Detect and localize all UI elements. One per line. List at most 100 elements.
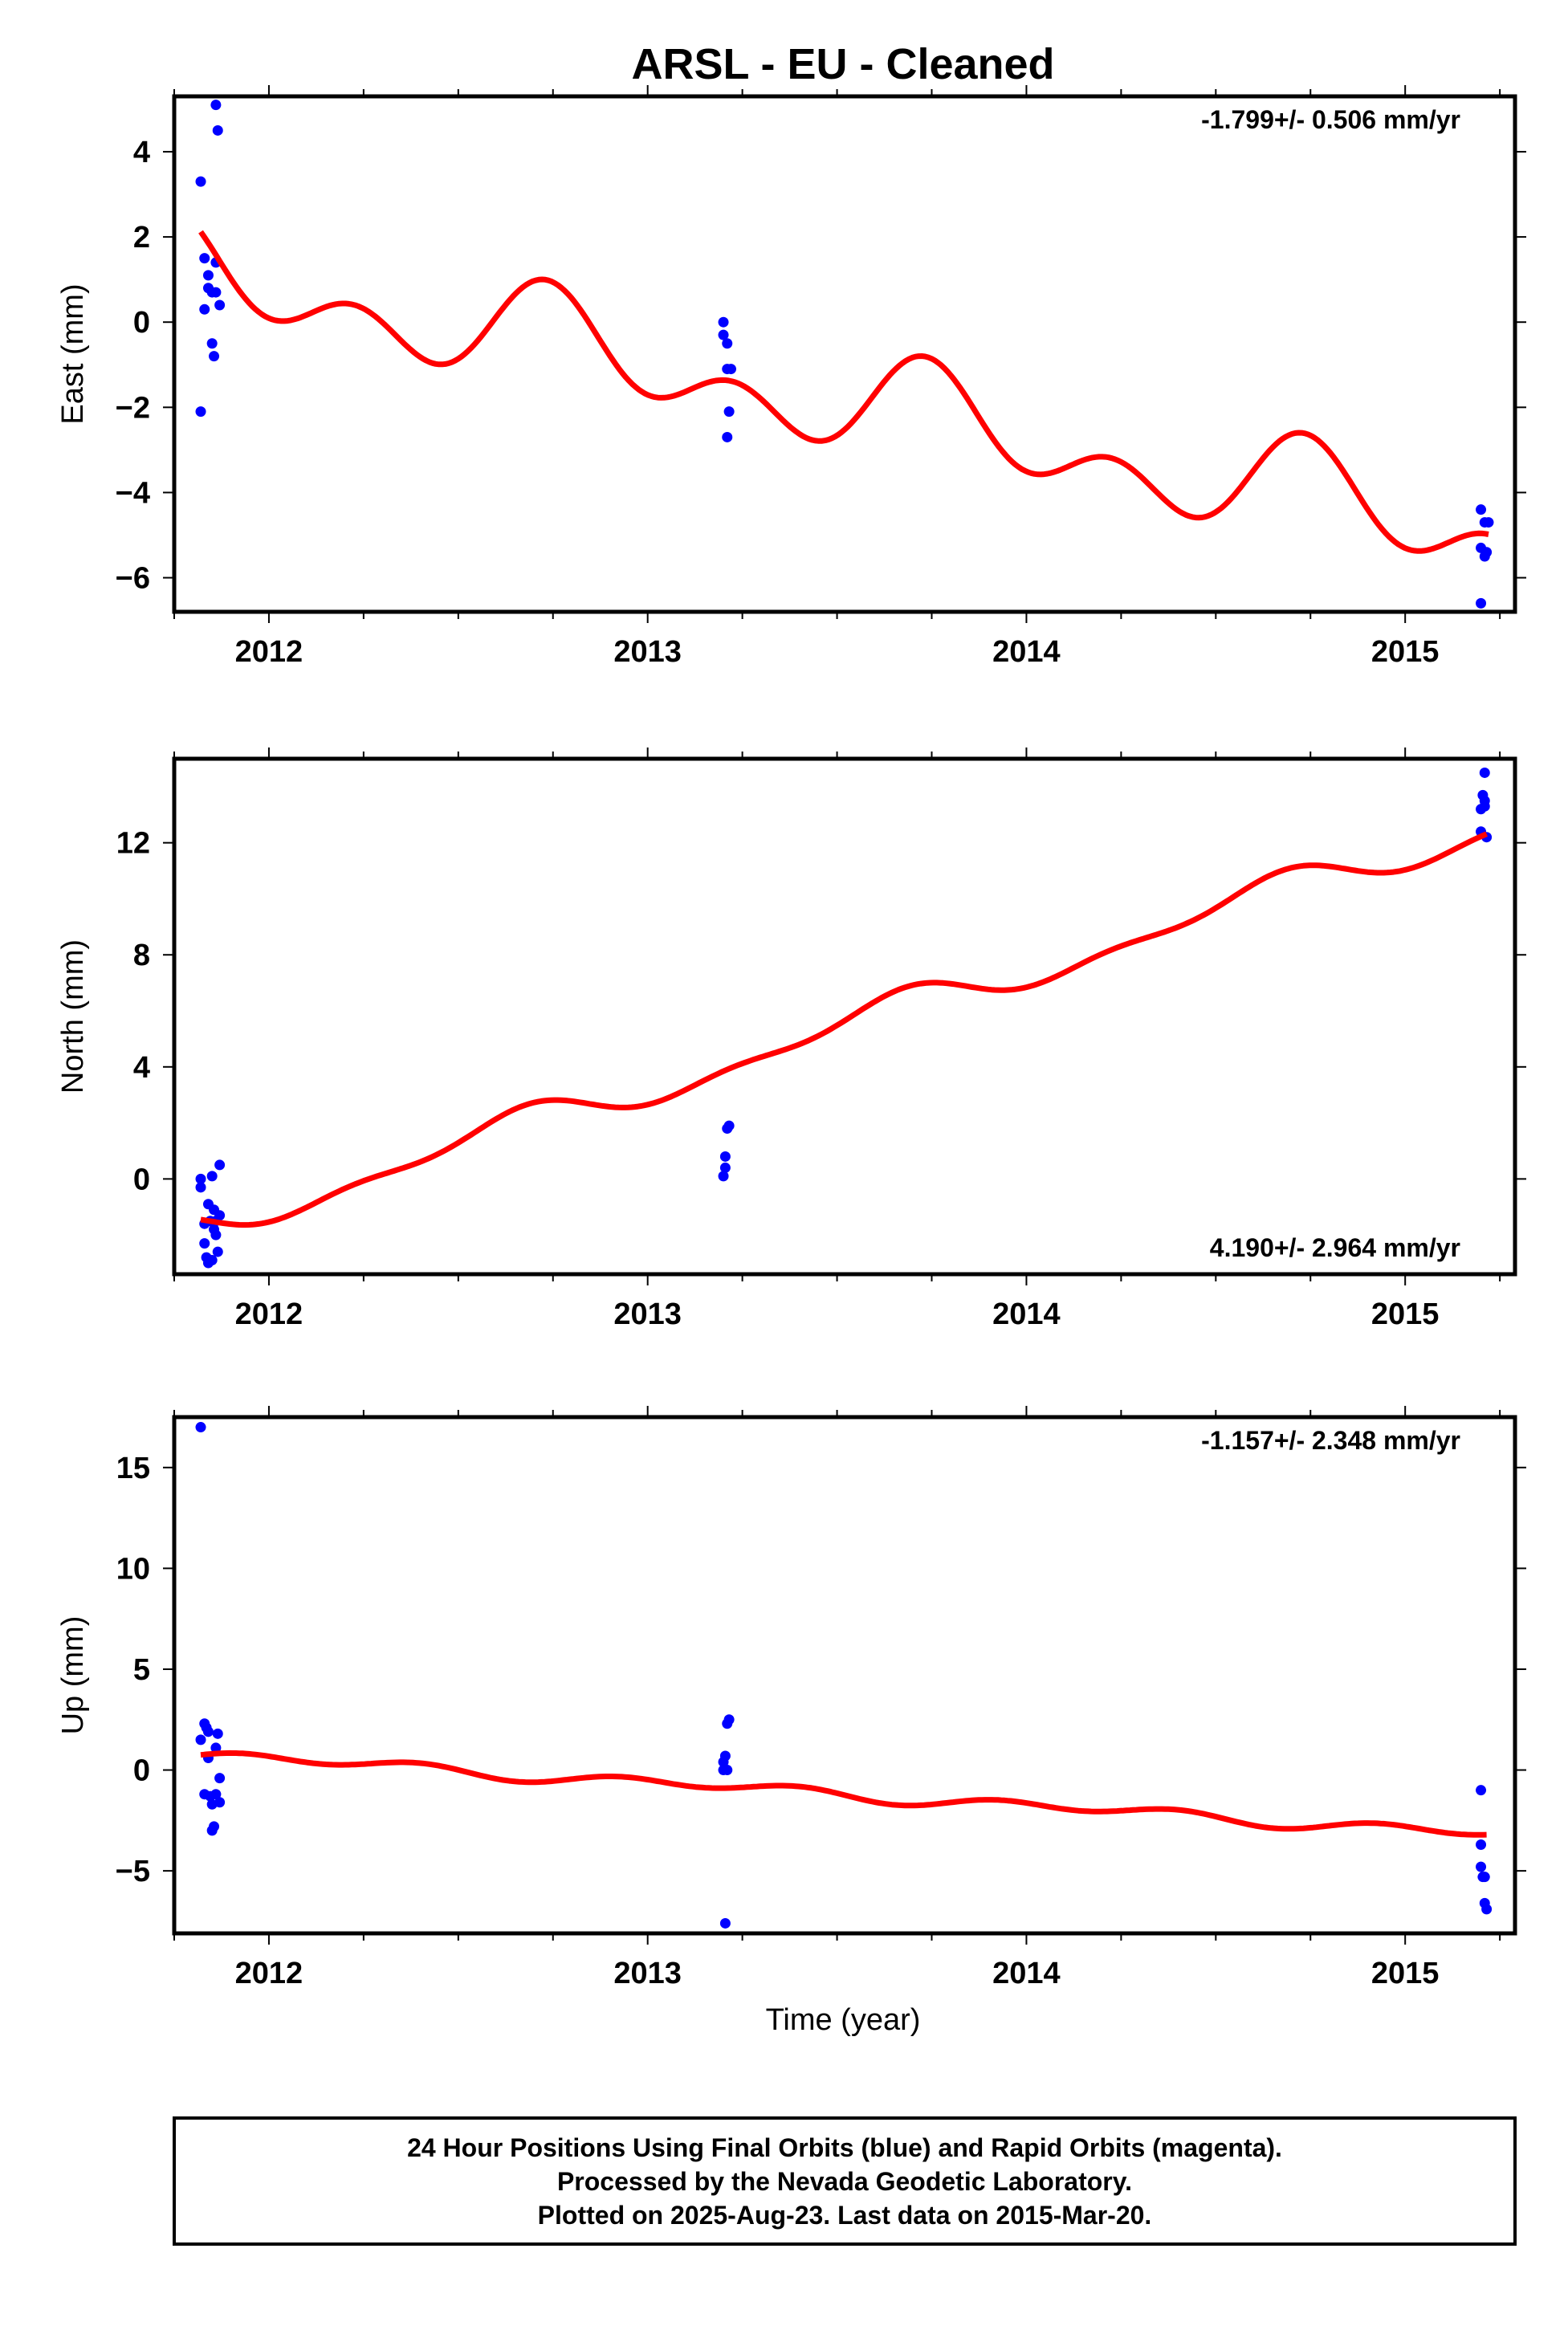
east-x-tick-label: 2015 xyxy=(1371,635,1440,669)
east-x-tick-label: 2014 xyxy=(992,635,1061,669)
north-data-point xyxy=(214,1210,226,1221)
up-data-point xyxy=(209,1821,220,1832)
east-data-point xyxy=(718,316,729,328)
north-rate-label: 4.190+/- 2.964 mm/yr xyxy=(1210,1233,1460,1262)
footer-line-1: 24 Hour Positions Using Final Orbits (bl… xyxy=(407,2133,1282,2162)
north-x-tick-label: 2012 xyxy=(235,1297,303,1331)
north-panel: 2012 2013 2014 2015 0 4 8 12 4.190+/- 2.964 mm/y… xyxy=(56,747,1526,1331)
east-y-tick-label: 4 xyxy=(133,136,150,169)
north-data-point xyxy=(1479,800,1490,812)
up-data-point xyxy=(722,1765,733,1776)
east-data-point xyxy=(1483,517,1494,528)
up-data-point xyxy=(214,1773,226,1784)
east-data-point xyxy=(195,406,206,418)
up-data-point xyxy=(210,1742,222,1754)
east-data-point xyxy=(210,287,222,298)
north-y-tick-label: 8 xyxy=(133,939,150,972)
north-data-point xyxy=(209,1224,220,1235)
north-data-point xyxy=(195,1173,206,1184)
east-y-tick-label: 2 xyxy=(133,221,150,255)
east-x-tick-label: 2013 xyxy=(613,635,682,669)
up-y-tick-label: −5 xyxy=(116,1855,150,1888)
east-data-point xyxy=(1476,597,1487,609)
up-data-point xyxy=(214,1797,226,1808)
north-data-point xyxy=(723,1120,735,1131)
up-plot-area xyxy=(195,1422,1493,1929)
east-model-curve xyxy=(198,230,1489,554)
north-frame xyxy=(172,756,1517,1277)
north-y-tick-label: 12 xyxy=(116,827,150,861)
east-plot-area xyxy=(195,100,1494,609)
east-y-tick-label: −6 xyxy=(116,562,150,596)
east-data-point xyxy=(209,351,220,362)
north-x-tick-label: 2013 xyxy=(613,1297,682,1331)
panels: 2012 2013 2014 2015 −6 −4 −2 0 2 4 -1.799+/- 0.506… xyxy=(56,85,1526,1990)
up-data-point xyxy=(210,1789,222,1800)
figure-title: ARSL - EU - Cleaned xyxy=(631,40,1054,88)
up-data-point xyxy=(719,1917,731,1929)
east-data-point xyxy=(722,338,733,349)
east-data-point xyxy=(210,100,222,111)
east-data-point xyxy=(1481,547,1493,558)
east-rate-label: -1.799+/- 0.506 mm/yr xyxy=(1201,105,1460,134)
east-data-point xyxy=(202,270,214,281)
north-model-curve xyxy=(200,831,1488,1228)
north-data-point xyxy=(206,1171,218,1182)
up-data-point xyxy=(195,1734,206,1745)
north-data-point xyxy=(212,1246,223,1257)
footer-line-2: Processed by the Nevada Geodetic Laborat… xyxy=(557,2167,1132,2196)
north-data-point xyxy=(214,1159,226,1171)
east-data-point xyxy=(214,299,226,311)
east-y-tick-label: 0 xyxy=(133,306,150,340)
north-plot-area xyxy=(195,767,1493,1269)
up-data-point xyxy=(212,1728,223,1739)
up-panel: 2012 2013 2014 2015 −5 0 5 10 15 -1.157+/- 2.348 … xyxy=(56,1406,1526,1990)
up-y-tick-label: 0 xyxy=(133,1754,150,1788)
east-data-point xyxy=(1476,504,1487,515)
footer-box: 24 Hour Positions Using Final Orbits (bl… xyxy=(173,2116,1517,2246)
north-data-point xyxy=(719,1162,731,1173)
up-y-tick-label: 5 xyxy=(133,1653,150,1687)
up-y-tick-label: 15 xyxy=(116,1452,150,1485)
up-data-point xyxy=(719,1750,731,1762)
up-data-point xyxy=(1476,1839,1487,1850)
north-y-tick-label: 4 xyxy=(133,1051,150,1085)
up-frame xyxy=(172,1415,1517,1936)
east-y-axis-label: East (mm) xyxy=(56,283,90,424)
east-data-point xyxy=(199,253,210,264)
up-x-tick-label: 2015 xyxy=(1371,1957,1440,1990)
north-data-point xyxy=(1479,767,1490,778)
east-data-point xyxy=(725,364,736,375)
up-data-point xyxy=(723,1714,735,1725)
east-data-point xyxy=(722,431,733,442)
east-panel: 2012 2013 2014 2015 −6 −4 −2 0 2 4 -1.799+/- 0.506… xyxy=(56,85,1526,669)
up-y-axis-label: Up (mm) xyxy=(56,1616,90,1735)
east-data-point xyxy=(718,329,729,340)
east-data-point xyxy=(199,303,210,315)
north-y-tick-label: 0 xyxy=(133,1163,150,1196)
up-data-point xyxy=(1479,1872,1490,1883)
east-data-point xyxy=(206,338,218,349)
up-x-tick-label: 2012 xyxy=(235,1957,303,1990)
up-data-point xyxy=(202,1726,214,1737)
north-data-point xyxy=(199,1238,210,1249)
north-x-tick-label: 2014 xyxy=(992,1297,1061,1331)
east-x-tick-label: 2012 xyxy=(235,635,303,669)
east-data-point xyxy=(723,406,735,418)
x-axis-label: Time (year) xyxy=(766,2003,921,2037)
east-data-point xyxy=(212,124,223,136)
north-x-tick-label: 2015 xyxy=(1371,1297,1440,1331)
up-data-point xyxy=(195,1422,206,1433)
up-x-tick-label: 2013 xyxy=(613,1957,682,1990)
east-data-point xyxy=(195,176,206,187)
up-data-point xyxy=(1481,1904,1493,1915)
up-data-point xyxy=(1476,1861,1487,1872)
east-y-tick-label: −2 xyxy=(116,391,150,425)
up-data-point xyxy=(1476,1785,1487,1796)
up-y-tick-label: 10 xyxy=(116,1552,150,1586)
north-data-point xyxy=(206,1255,218,1266)
north-data-point xyxy=(195,1182,206,1193)
east-y-tick-label: −4 xyxy=(116,476,150,510)
north-data-point xyxy=(718,1171,729,1182)
